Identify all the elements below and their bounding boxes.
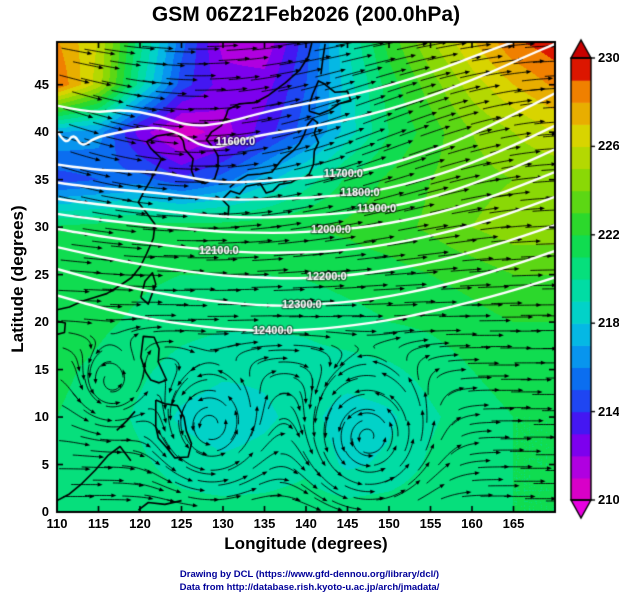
y-tick-label: 15: [34, 361, 49, 377]
x-tick-label: 150: [378, 516, 400, 531]
x-tick-label: 135: [253, 516, 276, 531]
x-tick-label: 140: [295, 516, 317, 531]
colorbar-tick-label: 230: [598, 50, 619, 65]
y-tick-label: 20: [34, 314, 49, 330]
x-tick-label: 130: [212, 516, 234, 531]
x-tick-label: 120: [129, 516, 151, 531]
x-tick-label: 145: [336, 516, 359, 531]
x-tick-label: 160: [461, 516, 483, 531]
x-tick-label: 155: [419, 516, 442, 531]
credits: Drawing by DCL (https://www.gfd-dennou.o…: [0, 568, 619, 594]
y-tick-label: 35: [34, 171, 49, 187]
colorbar-tick-label: 214: [598, 403, 619, 419]
x-tick-label: 165: [502, 516, 525, 531]
x-tick-label: 110: [46, 516, 68, 531]
y-tick-label: 30: [34, 219, 49, 235]
y-tick-label: 45: [34, 76, 49, 92]
x-axis-title: Longitude (degrees): [224, 534, 388, 553]
y-tick-label: 5: [41, 456, 49, 472]
y-tick-label: 40: [34, 124, 49, 140]
credit-line-data: Data from http://database.rish.kyoto-u.a…: [179, 582, 440, 593]
y-tick-label: 25: [34, 266, 49, 282]
colorbar-tick-label: 210: [598, 492, 619, 507]
y-tick-label: 0: [41, 504, 49, 519]
plot-title: GSM 06Z21Feb2026 (200.0hPa): [151, 3, 461, 26]
x-tick-label: 125: [170, 516, 193, 531]
credit-line-dcl: Drawing by DCL (https://www.gfd-dennou.o…: [179, 569, 440, 580]
colorbar-tick-label: 218: [598, 315, 619, 331]
y-tick-label: 10: [34, 409, 49, 425]
colorbar-tick-label: 226: [598, 138, 619, 154]
colorbar-tick-label: 222: [598, 226, 619, 242]
x-tick-label: 115: [88, 516, 109, 531]
